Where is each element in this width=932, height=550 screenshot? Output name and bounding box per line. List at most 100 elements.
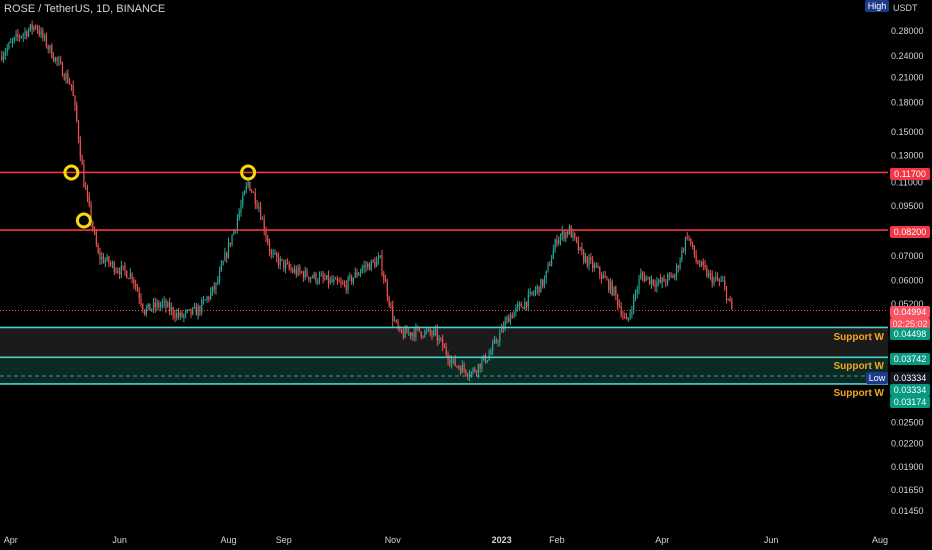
support-zone-1 [0,327,888,358]
candle-body-367 [656,282,658,287]
candle-body-121 [217,280,219,283]
candle-body-23 [42,30,44,38]
candle-body-63 [113,262,115,273]
candle-body-143 [256,204,258,208]
candle-body-137 [245,185,247,192]
candle-body-182 [326,275,328,280]
candle-body-349 [624,316,626,318]
candle-body-292 [522,307,524,309]
candle-body-88 [158,302,160,307]
time-tick-label-3: Sep [276,535,292,545]
candle-body-376 [672,275,674,279]
candle-body-163 [292,269,294,273]
candle-body-317 [567,231,569,235]
candle-body-102 [183,314,185,318]
price-tick-label-1: 0.24000 [891,51,924,61]
candle-body-190 [340,282,342,284]
candle-body-245 [438,338,440,341]
candle-body-303 [542,279,544,287]
price-tick-label-11: 0.05200 [891,299,924,309]
price-tick-label-5: 0.13000 [891,150,924,160]
candle-body-288 [515,307,517,312]
time-tick-label-7: Apr [655,535,669,545]
candle-body-403 [720,280,722,282]
candle-body-165 [295,269,297,275]
price-axis[interactable]: 0.28000 0.24000 0.21000 0.18000 0.15000 0.130… [891,26,924,516]
candle-body-390 [697,261,699,264]
low-badge: Low [866,372,888,384]
candle-body-10 [19,36,21,38]
candle-body-139 [249,181,251,191]
candle-body-240 [429,329,431,334]
candle-body-87 [156,302,158,308]
candle-body-171 [306,270,308,277]
candle-body-179 [320,275,322,277]
price-tick-label-16: 0.02500 [891,418,924,428]
candle-body-60 [108,256,110,264]
candle-body-330 [590,257,592,260]
candle-body-48 [86,189,89,197]
candle-body-336 [600,274,603,279]
candle-body-264 [472,368,474,373]
candle-body-105 [188,308,190,311]
candle-body-99 [177,312,180,317]
candle-body-29 [52,57,55,61]
candle-body-374 [668,274,670,276]
candle-body-150 [268,243,271,252]
candle-body-379 [677,266,679,268]
candle-body-219 [392,305,394,321]
candle-body-357 [638,279,640,290]
candle-body-62 [111,262,114,264]
candle-body-265 [474,368,476,372]
candle-body-276 [493,339,496,344]
candle-body-43 [77,120,80,141]
candle-body-322 [575,237,578,241]
candle-body-50 [90,204,92,222]
candle-body-228 [408,332,410,334]
candle-body-70 [126,270,128,279]
candle-body-347 [620,306,622,316]
candle-body-351 [627,317,629,320]
candle-body-223 [399,328,401,330]
candle-body-305 [545,270,547,279]
candle-body-24 [44,35,46,38]
candle-body-215 [384,279,387,283]
candle-body-206 [368,263,371,271]
candle-body-224 [401,329,403,333]
candle-body-221 [395,320,397,322]
candle-body-384 [686,237,688,239]
candle-body-34 [61,63,64,77]
candle-body-19 [35,26,37,28]
candle-body-370 [661,277,663,283]
candle-body-290 [518,303,521,305]
candle-body-112 [201,300,203,313]
time-tick-label-2: Aug [220,535,236,545]
candle-body-340 [608,279,610,291]
candle-body-332 [593,265,596,268]
high-badge: High [865,0,889,12]
candle-body-118 [211,286,214,293]
candle-body-92 [165,300,167,308]
candle-body-124 [222,261,224,265]
candle-body-47 [85,186,87,190]
candle-body-4 [8,42,10,48]
candle-body-127 [227,242,230,258]
candle-body-402 [718,280,720,282]
time-axis[interactable]: Apr Jun Aug Sep Nov 2023 Feb Apr Jun Aug [4,535,888,545]
candle-body-339 [606,278,608,280]
candle-body-298 [533,293,535,295]
candle-body-285 [509,315,512,323]
candle-body-257 [459,367,462,373]
price-tick-label-6: 0.11000 [891,177,923,187]
candle-body-364 [650,279,653,285]
price-tick-label-4: 0.15000 [891,127,924,137]
candle-body-38 [69,82,71,85]
candle-body-97 [174,315,176,318]
candle-body-130 [233,230,235,235]
candle-body-135 [242,195,244,206]
candle-body-401 [716,276,719,281]
candle-body-304 [543,278,546,287]
candle-body-346 [618,304,620,307]
candle-body-208 [372,260,374,262]
